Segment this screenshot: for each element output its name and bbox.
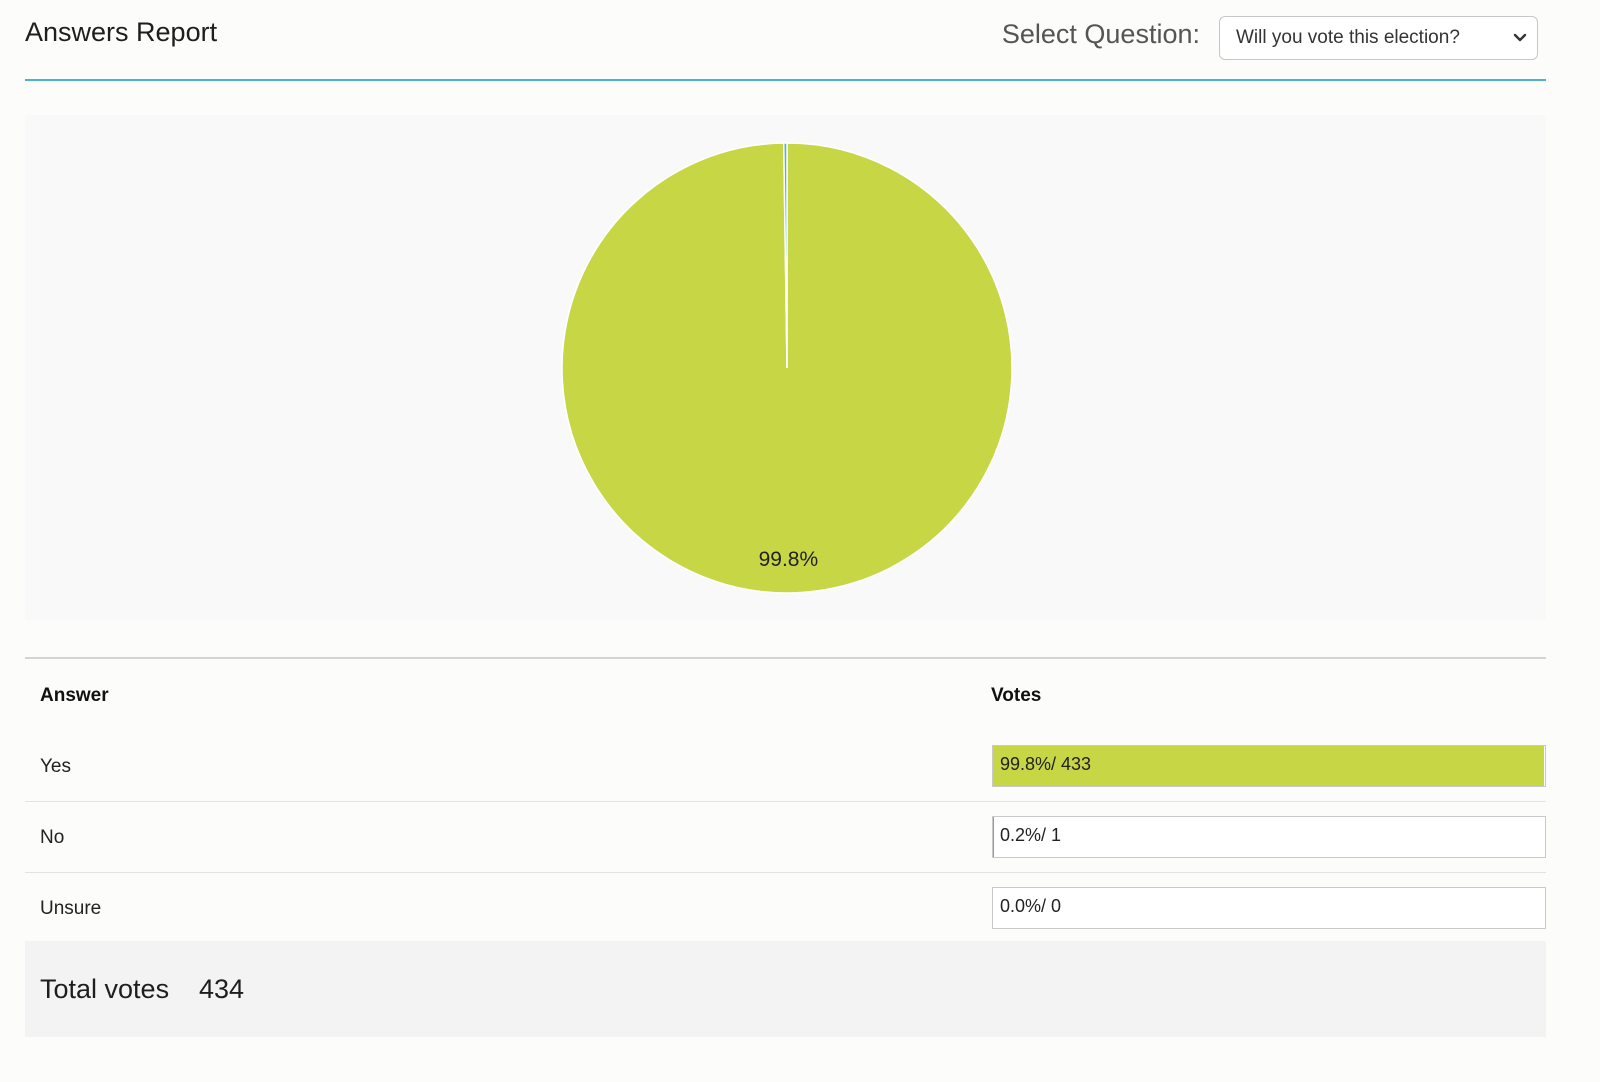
pie-slice-no bbox=[782, 142, 788, 369]
vote-bar-fill bbox=[993, 817, 995, 857]
report-header: Answers Report Select Question: Will you… bbox=[25, 0, 1546, 81]
table-row: Yes 99.8%/ 433 bbox=[25, 731, 1546, 802]
vote-bar: 99.8%/ 433 bbox=[992, 745, 1546, 787]
vote-count-label: 99.8%/ 433 bbox=[1000, 754, 1092, 774]
pie-slice-label: 99.8% bbox=[759, 548, 819, 571]
answers-table: Answer Votes Yes 99.8%/ 433 No 0.2%/ 1 U… bbox=[25, 657, 1546, 943]
total-votes-box: Total votes 434 bbox=[25, 941, 1546, 1037]
vote-count-label: 0.2%/ 1 bbox=[1000, 825, 1062, 845]
question-select[interactable]: Will you vote this election? bbox=[1219, 16, 1538, 60]
votes-column-header: Votes bbox=[991, 685, 1042, 706]
selected-question-text: Will you vote this election? bbox=[1236, 27, 1460, 48]
answer-column-header: Answer bbox=[40, 685, 109, 706]
chevron-down-icon bbox=[1513, 33, 1527, 42]
answer-cell: No bbox=[40, 827, 65, 848]
vote-count-label: 0.0%/ 0 bbox=[1000, 896, 1062, 916]
vote-bar-fill bbox=[993, 746, 1544, 786]
page-title: Answers Report bbox=[25, 17, 218, 47]
answer-cell: Unsure bbox=[40, 898, 102, 919]
total-votes-label: Total votes bbox=[40, 974, 170, 1004]
table-header-row: Answer Votes bbox=[25, 659, 1546, 731]
total-votes-value: 434 bbox=[199, 974, 245, 1004]
pie-chart: 99.8% bbox=[561, 142, 1013, 594]
select-question-label: Select Question: bbox=[1001, 19, 1200, 49]
pie-chart-panel: 99.8% bbox=[25, 115, 1546, 620]
table-row: No 0.2%/ 1 bbox=[25, 802, 1546, 873]
vote-bar: 0.2%/ 1 bbox=[992, 816, 1546, 858]
answer-cell: Yes bbox=[40, 756, 71, 777]
table-row: Unsure 0.0%/ 0 bbox=[25, 873, 1546, 943]
vote-bar: 0.0%/ 0 bbox=[992, 887, 1546, 929]
